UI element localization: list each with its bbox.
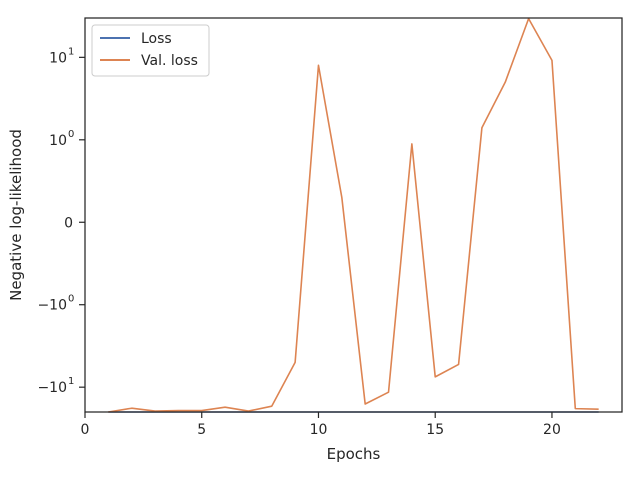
y-tick-label: −10	[37, 380, 67, 396]
y-tick-exponent: 1	[68, 376, 74, 387]
y-tick-exponent: 0	[68, 129, 74, 140]
series-layer	[108, 17, 599, 413]
y-tick-label: 10	[49, 50, 67, 66]
x-tick-label: 0	[81, 422, 90, 438]
y-tick-label: 10	[49, 133, 67, 149]
y-tick-exponent: 1	[68, 46, 74, 57]
y-axis-label: Negative log-likelihood	[7, 129, 25, 301]
x-tick-label: 20	[543, 422, 561, 438]
x-tick-label: 10	[310, 422, 328, 438]
legend: Loss Val. loss	[91, 24, 210, 77]
legend-label-val-loss: Val. loss	[141, 53, 198, 69]
y-tick-label: 0	[64, 215, 73, 231]
x-tick-label: 15	[426, 422, 444, 438]
series-line-val-loss	[108, 17, 599, 413]
x-axis-label: Epochs	[327, 445, 381, 463]
axes-frame	[84, 17, 623, 413]
y-tick-exponent: 0	[68, 294, 74, 305]
x-tick-label: 5	[197, 422, 206, 438]
y-tick-label: −10	[37, 298, 67, 314]
legend-label-loss: Loss	[141, 31, 172, 47]
